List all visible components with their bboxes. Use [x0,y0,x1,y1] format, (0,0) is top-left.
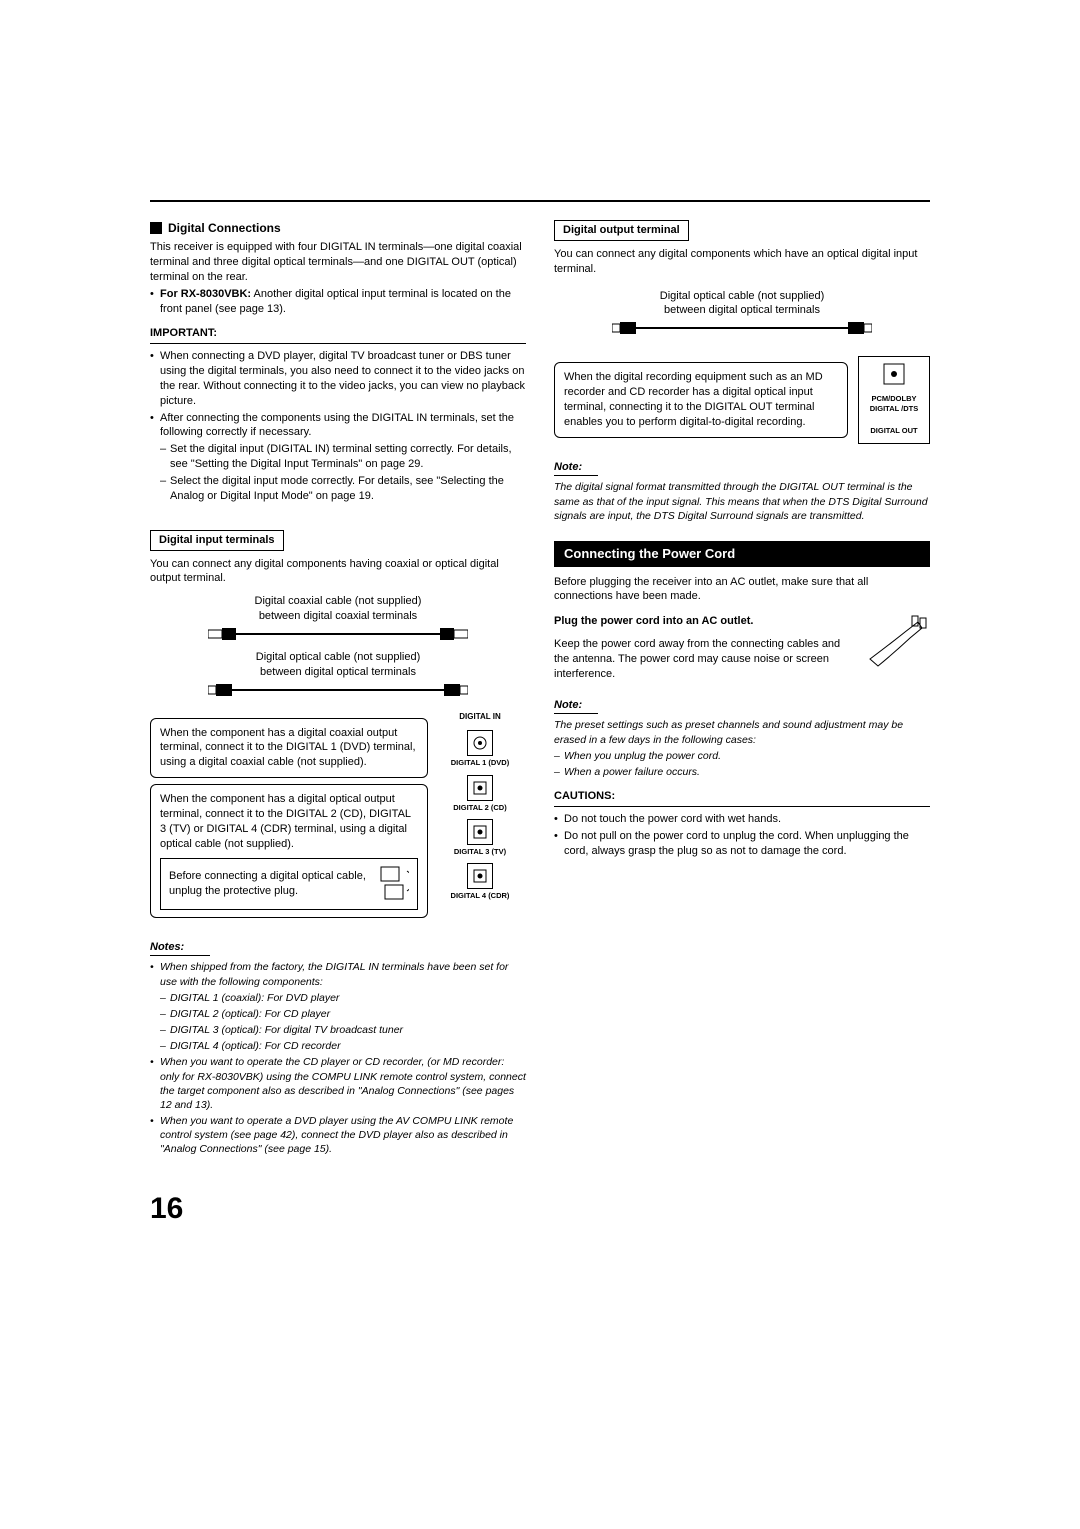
out-optical-cable-icon [612,320,872,336]
callout-column: When the component has a digital coaxial… [150,712,428,924]
port-4-icon [467,863,493,889]
digital-output-label: Digital output terminal [554,220,689,241]
power-note-heading: Note: [554,698,598,715]
square-icon [150,222,162,234]
digital-in-label: DIGITAL IN [434,712,526,723]
out-optical-caption: Digital optical cable (not supplied) bet… [554,289,930,319]
power-cord-heading: Connecting the Power Cord [554,541,930,567]
digital-input-label: Digital input terminals [150,530,284,551]
out-port-icon [861,363,927,388]
caution-1: •Do not touch the power cord with wet ha… [554,812,930,827]
protective-plug-box: Before connecting a digital optical cabl… [160,858,418,910]
power-plug-icon [860,614,930,674]
important-1: • When connecting a DVD player, digital … [150,349,526,408]
notes-heading: Notes: [150,940,210,957]
output-callout: When the digital recording equipment suc… [554,362,848,437]
right-column: Digital output terminal You can connect … [554,220,930,1159]
caution-2: •Do not pull on the power cord to unplug… [554,829,930,859]
important-heading: IMPORTANT: [150,326,526,344]
coax-cable-icon [208,626,468,642]
out-note-text: The digital signal format transmitted th… [554,480,930,523]
power-note-body: The preset settings such as preset chann… [554,718,930,779]
out-note-heading: Note: [554,460,598,477]
rx-bullet: • For RX-8030VBK: Another digital optica… [150,287,526,317]
plug-icon [379,865,409,903]
port-1-icon [467,730,493,756]
port-4-label: DIGITAL 4 (CDR) [434,891,526,901]
callout-optical: When the component has a digital optical… [150,784,428,917]
coax-caption: Digital coaxial cable (not supplied) bet… [150,594,526,624]
digital-connections-heading: Digital Connections [150,220,526,236]
out-port-top-label: PCM/DOLBY DIGITAL /DTS [861,394,927,414]
output-diagram: When the digital recording equipment suc… [554,356,930,443]
section-title: Digital Connections [168,220,281,236]
two-column-layout: Digital Connections This receiver is equ… [150,220,930,1159]
port-1-label: DIGITAL 1 (DVD) [434,758,526,768]
important-2a: – Set the digital input (DIGITAL IN) ter… [160,442,526,472]
output-intro: You can connect any digital components w… [554,247,930,277]
power-keep: Keep the power cord away from the connec… [554,637,850,682]
page-number: 16 [150,1189,930,1230]
important-2b: – Select the digital input mode correctl… [160,474,526,504]
input-intro: You can connect any digital components h… [150,557,526,587]
optical-cable-icon [208,682,468,698]
left-column: Digital Connections This receiver is equ… [150,220,526,1159]
port-3-icon [467,819,493,845]
port-2-label: DIGITAL 2 (CD) [434,803,526,813]
digital-out-port: PCM/DOLBY DIGITAL /DTS DIGITAL OUT [858,356,930,443]
important-2: • After connecting the components using … [150,411,526,441]
top-border [150,200,930,202]
ports-panel: DIGITAL IN DIGITAL 1 (DVD) DIGITAL 2 (CD… [434,712,526,907]
plug-row: Plug the power cord into an AC outlet. K… [554,614,930,681]
optical-caption: Digital optical cable (not supplied) bet… [150,650,526,680]
bullet-dot: • [150,287,160,317]
out-port-bottom-label: DIGITAL OUT [861,426,927,436]
callout-coax: When the component has a digital coaxial… [150,718,428,779]
cautions-heading: CAUTIONS: [554,789,930,807]
port-3-label: DIGITAL 3 (TV) [434,847,526,857]
notes-body: •When shipped from the factory, the DIGI… [150,960,526,1156]
rx-text: For RX-8030VBK: Another digital optical … [160,287,526,317]
plug-text-col: Plug the power cord into an AC outlet. K… [554,614,850,681]
input-diagram: When the component has a digital coaxial… [150,712,526,924]
power-intro: Before plugging the receiver into an AC … [554,575,930,605]
port-2-icon [467,775,493,801]
plug-bold: Plug the power cord into an AC outlet. [554,614,850,629]
intro-text: This receiver is equipped with four DIGI… [150,240,526,285]
